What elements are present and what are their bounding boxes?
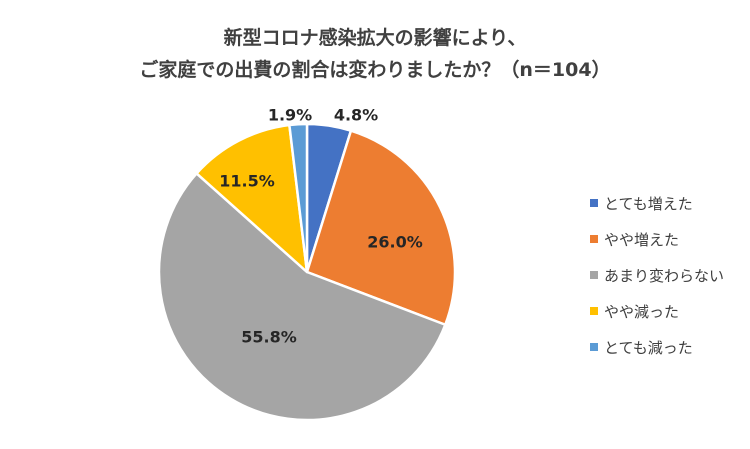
- legend-swatch: [590, 307, 598, 315]
- pie-slice-3: [157, 172, 447, 422]
- legend-label: やや減った: [604, 302, 680, 321]
- legend-item-3: あまり変わらない: [590, 257, 724, 293]
- legend-label: とても増えた: [604, 194, 693, 213]
- legend-item-2: やや増えた: [590, 221, 724, 257]
- slice-data-label-5: 1.9%: [268, 106, 312, 125]
- chart-title-line1: 新型コロナ感染拡大の影響により、: [223, 27, 527, 49]
- legend-swatch: [590, 199, 598, 207]
- pie-slice-2: [305, 129, 457, 326]
- slice-data-label-2: 26.0%: [367, 233, 423, 252]
- chart-title-line2: ご家庭での出費の割合は変わりましたか？（n＝104）: [139, 59, 611, 81]
- legend-label: やや増えた: [604, 230, 680, 249]
- pie-slice-4: [195, 123, 309, 274]
- chart-legend: とても増えた やや増えたあまり変わらない やや減ったとても減った: [590, 185, 724, 365]
- legend-label: とても減った: [604, 338, 693, 357]
- legend-label: あまり変わらない: [604, 266, 725, 285]
- slice-data-label-1: 4.8%: [334, 106, 378, 125]
- legend-item-1: とても増えた: [590, 185, 724, 221]
- chart-title: 新型コロナ感染拡大の影響により、 ご家庭での出費の割合は変わりましたか？（n＝1…: [0, 22, 750, 86]
- pie-slice-5: [288, 122, 309, 274]
- legend-item-4: やや減った: [590, 293, 724, 329]
- legend-item-5: とても減った: [590, 329, 724, 365]
- legend-swatch: [590, 235, 598, 243]
- legend-swatch: [590, 343, 598, 351]
- slice-data-label-4: 11.5%: [219, 172, 275, 191]
- slice-data-label-3: 55.8%: [241, 328, 297, 347]
- legend-swatch: [590, 271, 598, 279]
